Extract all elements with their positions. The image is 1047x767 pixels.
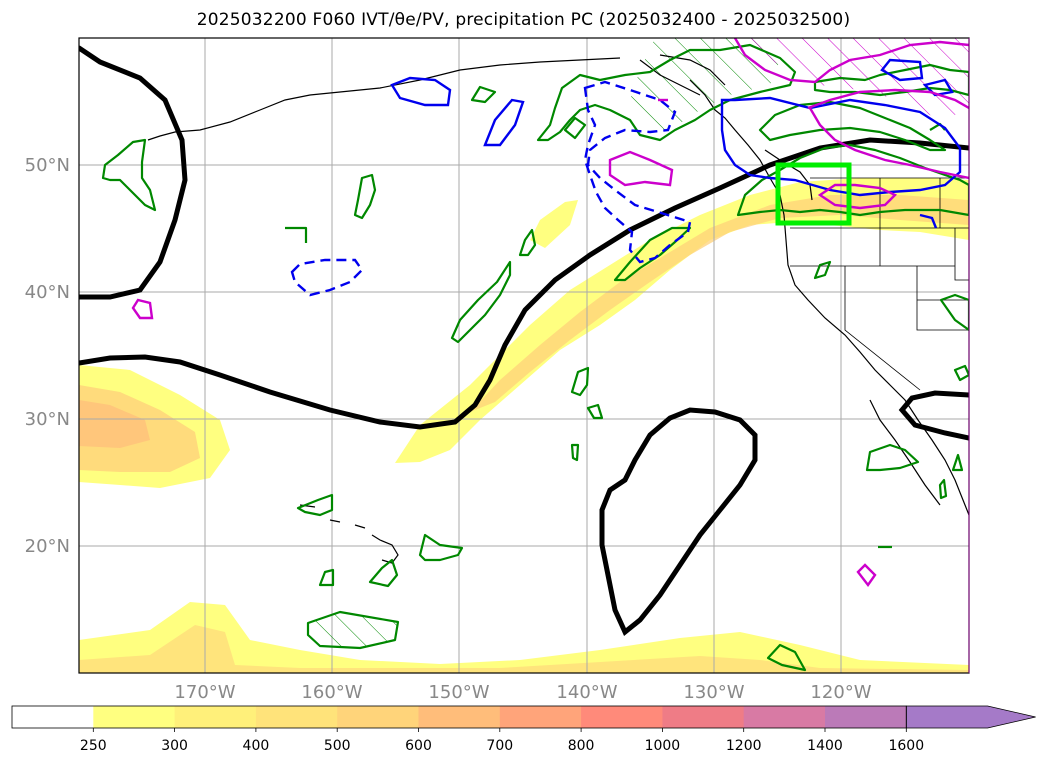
colorbar-tick-label: 400 [243, 738, 270, 754]
pv-contour-2b [720, 96, 962, 197]
colorbar-tick-label: 1400 [807, 738, 843, 754]
colorbar-segment [825, 706, 907, 728]
precip-contour-21 [766, 643, 807, 672]
map-panel [78, 37, 970, 674]
theta-e-contour-main [79, 137, 969, 430]
precip-contour-18 [368, 558, 399, 588]
colorbar: 250 300 400 500 600 700 800 1000 1200 1400 1600 [11, 705, 1036, 754]
precip-contour-5 [518, 228, 537, 257]
colorbar-segment [581, 706, 663, 728]
precip-contour-16 [296, 493, 334, 517]
precip-contour-2 [353, 173, 377, 220]
lon-label-160w: 160°W [301, 682, 362, 703]
colorbar-segment [337, 706, 419, 728]
precip-contour-10 [736, 143, 969, 217]
precip-contour-20 [306, 610, 400, 650]
magenta-contour-5 [817, 183, 898, 210]
vancouver-island [764, 149, 813, 201]
colorbar-tick-label: 300 [161, 738, 188, 754]
colorbar-tick-label: 1000 [645, 738, 681, 754]
precip-contour-8 [536, 43, 797, 142]
pv-contour-dashed-2 [583, 80, 692, 264]
magenta-contours [131, 38, 969, 588]
ivt-left-core [79, 400, 150, 448]
baja-coast [869, 399, 941, 506]
pv-contour-box-side [919, 213, 938, 229]
map-title: 2025032200 F060 IVT/θe/PV, precipitation… [196, 10, 851, 30]
colorbar-tick-label: 250 [80, 738, 107, 754]
pv-contour-dashed-1 [290, 258, 364, 297]
precip-contour-24 [938, 478, 948, 500]
magenta-contour-3 [733, 38, 969, 84]
theta-e-contours [79, 45, 969, 636]
colorbar-segment [418, 706, 501, 728]
theta-e-contour-east [898, 390, 969, 441]
precip-contour-25 [951, 453, 964, 472]
north-america-coast [689, 79, 969, 516]
magenta-contour-1 [131, 298, 154, 320]
colorbar-tick-label: 700 [486, 738, 513, 754]
focus-region-box [775, 162, 852, 226]
pv-contour-2 [483, 98, 525, 147]
hawaii-islands [299, 504, 399, 564]
precip-contour-19 [418, 533, 464, 562]
precip-contour-6 [470, 85, 497, 104]
ivt-bottom-band [79, 602, 969, 673]
colorbar-tick-label: 800 [568, 738, 595, 754]
lon-label-130w: 130°W [683, 682, 744, 703]
lat-label-40n: 40°N [25, 282, 70, 303]
precip-contours [101, 43, 969, 672]
colorbar-tick-label: 1200 [726, 738, 762, 754]
lon-label-120w: 120°W [810, 682, 871, 703]
magenta-contour-2 [608, 150, 674, 187]
precip-contour-13 [570, 366, 590, 397]
colorbar-segment [743, 706, 826, 728]
colorbar-segment [662, 706, 745, 728]
ivt-band-upper-isolated [530, 200, 578, 248]
precip-contour-23 [865, 443, 920, 472]
precip-contour-12 [813, 63, 969, 97]
colorbar-segment [499, 706, 582, 728]
pv-contour-1 [390, 76, 452, 107]
pv-contours [290, 58, 962, 297]
precip-contour-1 [101, 138, 157, 212]
ivt-band-main-inner [470, 195, 969, 412]
lon-label-170w: 170°W [174, 682, 235, 703]
lat-label-50n: 50°N [25, 155, 70, 176]
lat-label-20n: 20°N [25, 536, 70, 557]
colorbar-tick-label: 500 [324, 738, 351, 754]
lon-label-140w: 140°W [556, 682, 617, 703]
precip-contour-15 [570, 443, 580, 462]
colorbar-extend-arrow [905, 705, 1036, 729]
coastlines [147, 54, 969, 564]
ivt-bottom-inner [79, 625, 969, 673]
precip-contour-4 [450, 260, 512, 344]
lon-label-150w: 150°W [428, 682, 489, 703]
aleutian-islands [147, 57, 621, 141]
precip-contour-3 [285, 226, 308, 243]
colorbar-segment [12, 706, 94, 728]
precip-contour-7 [563, 116, 587, 140]
magenta-contour-6 [856, 563, 877, 588]
precip-contour-17 [318, 568, 335, 587]
colorbar-segment [255, 706, 338, 728]
lat-labels: 50°N 40°N 30°N 20°N [25, 155, 70, 557]
theta-e-contour-west [79, 45, 188, 300]
theta-e-contour-closed [599, 407, 758, 636]
precip-contour-14 [586, 403, 604, 420]
colorbar-tick-label: 600 [405, 738, 432, 754]
lon-labels: 170°W 160°W 150°W 140°W 130°W 120°W [174, 682, 871, 703]
colorbar-segment [174, 706, 257, 728]
colorbar-frame [11, 705, 907, 729]
green-hatch-south [308, 612, 398, 648]
lat-label-30n: 30°N [25, 409, 70, 430]
pv-contour-ne-1 [880, 58, 924, 82]
precip-contour-28 [813, 260, 832, 280]
precip-contour-29 [953, 364, 969, 382]
colorbar-tick-label: 1600 [888, 738, 924, 754]
magenta-contour-4 [807, 88, 969, 180]
colorbar-segment [93, 706, 176, 728]
precip-contour-26 [939, 293, 969, 332]
